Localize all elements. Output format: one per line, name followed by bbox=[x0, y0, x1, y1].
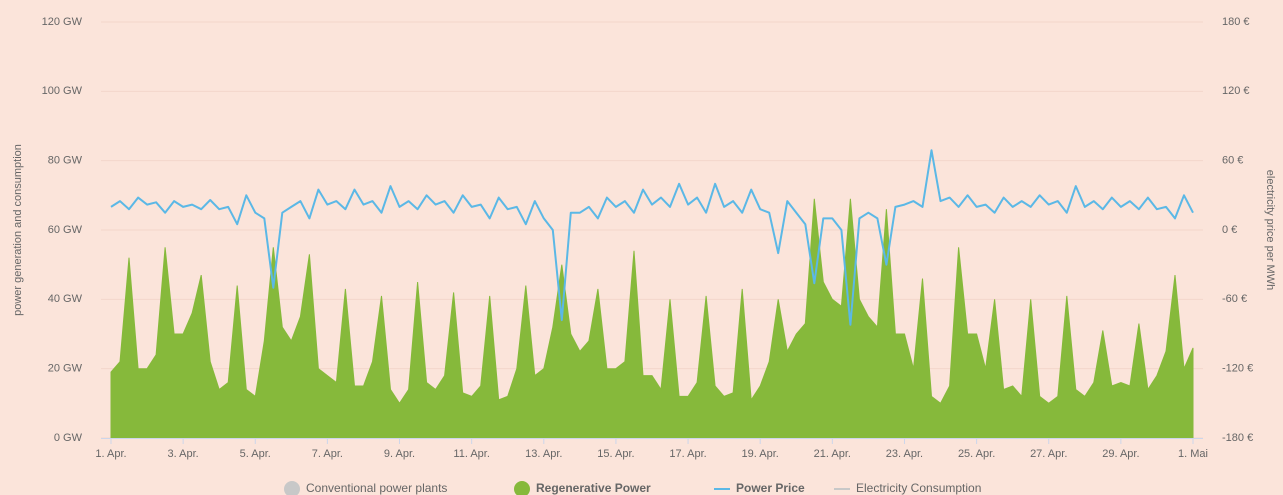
x-tick-label: 17. Apr. bbox=[669, 448, 706, 460]
y-tick-label: 120 GW bbox=[42, 16, 83, 28]
y2-axis-title: electricity price per MWh bbox=[1264, 170, 1276, 290]
x-tick-label: 5. Apr. bbox=[240, 448, 271, 460]
x-tick-label: 21. Apr. bbox=[814, 448, 851, 460]
legend-marker bbox=[284, 481, 300, 495]
y-tick-label: 80 GW bbox=[48, 155, 83, 167]
x-tick-label: 23. Apr. bbox=[886, 448, 923, 460]
y-tick-label: 100 GW bbox=[42, 85, 83, 97]
x-tick-label: 1. Mai bbox=[1178, 448, 1208, 460]
y2-tick-label: -120 € bbox=[1222, 363, 1253, 375]
legend: Conventional power plants Regenerative Po… bbox=[284, 481, 981, 495]
y2-tick-label: 180 € bbox=[1222, 16, 1250, 28]
y-tick-label: 60 GW bbox=[48, 224, 83, 236]
x-tick-label: 7. Apr. bbox=[312, 448, 343, 460]
x-tick-label: 29. Apr. bbox=[1102, 448, 1139, 460]
x-tick-label: 9. Apr. bbox=[384, 448, 415, 460]
legend-label[interactable]: Electricity Consumption bbox=[856, 481, 981, 495]
y-tick-label: 40 GW bbox=[48, 293, 83, 305]
y2-tick-label: -60 € bbox=[1222, 293, 1247, 305]
y-tick-label: 20 GW bbox=[48, 363, 83, 375]
x-tick-label: 1. Apr. bbox=[95, 448, 126, 460]
y2-tick-label: -180 € bbox=[1222, 432, 1253, 444]
x-tick-label: 11. Apr. bbox=[453, 448, 490, 460]
y2-tick-label: 120 € bbox=[1222, 85, 1250, 97]
y2-tick-label: 0 € bbox=[1222, 224, 1237, 236]
x-tick-label: 25. Apr. bbox=[958, 448, 995, 460]
y2-tick-label: 60 € bbox=[1222, 155, 1243, 167]
x-tick-label: 13. Apr. bbox=[525, 448, 562, 460]
x-tick-label: 15. Apr. bbox=[597, 448, 634, 460]
y-tick-label: 0 GW bbox=[54, 432, 83, 444]
area bbox=[110, 198, 1194, 439]
x-tick-label: 3. Apr. bbox=[168, 448, 199, 460]
y-axis-title: power generation and consumption bbox=[12, 144, 24, 316]
legend-marker bbox=[514, 481, 530, 495]
x-tick-label: 19. Apr. bbox=[742, 448, 779, 460]
x-tick-label: 27. Apr. bbox=[1030, 448, 1067, 460]
legend-label[interactable]: Power Price bbox=[736, 481, 805, 495]
legend-label[interactable]: Regenerative Power bbox=[536, 481, 651, 495]
legend-label[interactable]: Conventional power plants bbox=[306, 481, 447, 495]
line bbox=[110, 149, 1194, 326]
